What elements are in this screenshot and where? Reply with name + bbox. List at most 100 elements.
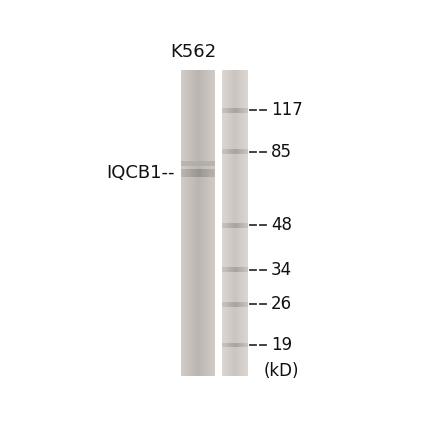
Bar <box>213 169 214 177</box>
Bar <box>189 169 190 177</box>
Bar <box>232 149 233 154</box>
Bar <box>206 161 207 166</box>
Bar <box>233 268 234 272</box>
Bar <box>231 108 232 113</box>
Bar <box>200 161 201 166</box>
Bar <box>243 268 244 272</box>
Bar <box>227 108 228 113</box>
Bar <box>186 169 187 177</box>
Bar <box>190 169 191 177</box>
Bar <box>205 169 206 177</box>
Bar <box>204 169 205 177</box>
Bar <box>225 302 226 307</box>
Bar <box>226 223 227 228</box>
Text: 26: 26 <box>271 295 292 314</box>
Bar <box>241 149 242 154</box>
Bar <box>227 268 228 272</box>
Bar <box>236 343 237 348</box>
Bar <box>225 149 226 154</box>
Bar <box>222 223 223 228</box>
Bar <box>233 108 234 113</box>
Bar <box>202 161 203 166</box>
Bar <box>238 268 239 272</box>
Bar <box>240 343 241 348</box>
Bar <box>246 343 247 348</box>
Bar <box>234 108 235 113</box>
Bar <box>244 268 245 272</box>
Bar <box>198 161 199 166</box>
Bar <box>242 108 243 113</box>
Bar <box>227 223 228 228</box>
Bar <box>242 302 243 307</box>
Bar <box>247 149 248 154</box>
Bar <box>239 268 240 272</box>
Bar <box>235 343 236 348</box>
Text: 19: 19 <box>271 336 292 354</box>
Bar <box>227 302 228 307</box>
Bar <box>241 268 242 272</box>
Bar <box>226 108 227 113</box>
Bar <box>195 169 196 177</box>
Bar <box>239 223 240 228</box>
Bar <box>185 161 186 166</box>
Bar <box>237 268 238 272</box>
Bar <box>233 149 234 154</box>
Bar <box>238 108 239 113</box>
Bar <box>230 343 231 348</box>
Bar <box>203 169 204 177</box>
Bar <box>222 302 223 307</box>
Bar <box>245 108 246 113</box>
Bar <box>193 169 194 177</box>
Bar <box>195 161 196 166</box>
Bar <box>223 108 224 113</box>
Bar <box>237 302 238 307</box>
Bar <box>239 108 240 113</box>
Text: (kD): (kD) <box>263 362 299 380</box>
Bar <box>240 149 241 154</box>
Text: 48: 48 <box>271 217 292 234</box>
Bar <box>197 169 198 177</box>
Bar <box>228 343 229 348</box>
Bar <box>235 223 236 228</box>
Bar <box>231 343 232 348</box>
Bar <box>240 302 241 307</box>
Bar <box>230 149 231 154</box>
Bar <box>242 268 243 272</box>
Bar <box>242 149 243 154</box>
Bar <box>209 169 210 177</box>
Bar <box>205 161 206 166</box>
Bar <box>233 302 234 307</box>
Bar <box>191 161 192 166</box>
Bar <box>234 302 235 307</box>
Bar <box>245 302 246 307</box>
Bar <box>196 169 197 177</box>
Bar <box>182 169 183 177</box>
Bar <box>212 169 213 177</box>
Bar <box>182 161 183 166</box>
Bar <box>210 161 211 166</box>
Bar <box>237 108 238 113</box>
Bar <box>245 149 246 154</box>
Bar <box>225 108 226 113</box>
Bar <box>245 223 246 228</box>
Text: 85: 85 <box>271 142 292 161</box>
Bar <box>226 149 227 154</box>
Bar <box>236 108 237 113</box>
Bar <box>194 169 195 177</box>
Bar <box>211 161 212 166</box>
Bar <box>234 223 235 228</box>
Bar <box>247 223 248 228</box>
Bar <box>236 302 237 307</box>
Bar <box>246 302 247 307</box>
Bar <box>232 268 233 272</box>
Bar <box>191 169 192 177</box>
Bar <box>181 169 182 177</box>
Bar <box>234 268 235 272</box>
Bar <box>196 161 197 166</box>
Bar <box>235 108 236 113</box>
Bar <box>223 223 224 228</box>
Bar <box>197 161 198 166</box>
Bar <box>244 302 245 307</box>
Bar <box>181 161 182 166</box>
Bar <box>226 343 227 348</box>
